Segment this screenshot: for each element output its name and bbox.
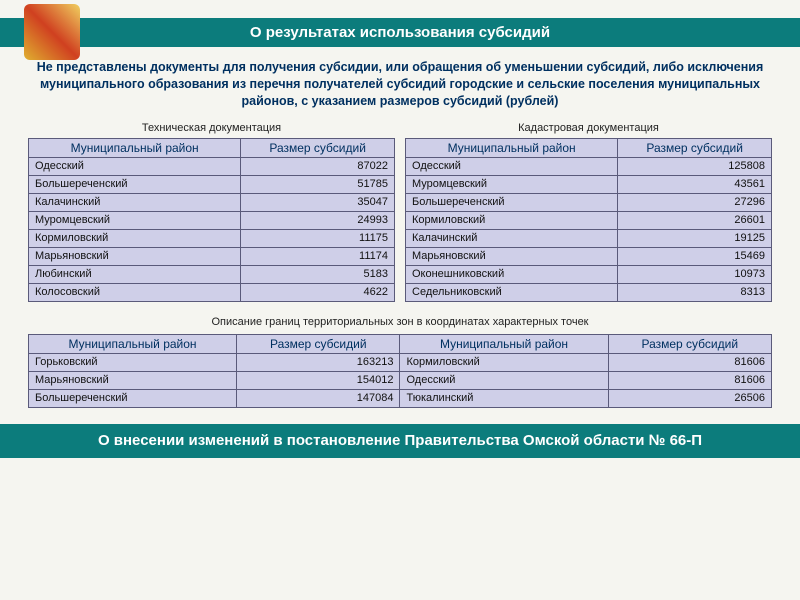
table-row: Калачинский19125 [406, 229, 772, 247]
table-row: Любинский5183 [29, 265, 395, 283]
value-cell: 87022 [241, 157, 395, 175]
district-cell: Большереченский [406, 193, 618, 211]
table-row: Горьковский163213Кормиловский81606 [29, 353, 772, 371]
value-cell: 43561 [618, 175, 772, 193]
district-cell: Муромцевский [406, 175, 618, 193]
value-cell: 8313 [618, 283, 772, 301]
table-row: Муромцевский24993 [29, 211, 395, 229]
cad-caption: Кадастровая документация [405, 120, 772, 138]
table-row: Муромцевский43561 [406, 175, 772, 193]
zones-wrap: Муниципальный район Размер субсидий Муни… [0, 334, 800, 408]
value-cell: 125808 [618, 157, 772, 175]
table-row: Одесский125808 [406, 157, 772, 175]
value-cell: 35047 [241, 193, 395, 211]
zones-table: Муниципальный район Размер субсидий Муни… [28, 334, 772, 408]
cad-column: Кадастровая документация Муниципальный р… [405, 120, 772, 302]
tech-th-district: Муниципальный район [29, 138, 241, 157]
district-cell: Марьяновский [406, 247, 618, 265]
tech-column: Техническая документация Муниципальный р… [28, 120, 395, 302]
cad-table: Муниципальный район Размер субсидий Одес… [405, 138, 772, 302]
value-cell: 11174 [241, 247, 395, 265]
value-cell: 81606 [608, 371, 771, 389]
tables-two-column: Техническая документация Муниципальный р… [0, 120, 800, 302]
footer-banner: О внесении изменений в постановление Пра… [0, 424, 800, 458]
district-cell: Одесский [406, 157, 618, 175]
description-text: Не представлены документы для получения … [0, 55, 800, 120]
zones-th-d2: Муниципальный район [400, 334, 608, 353]
district-cell: Большереченский [29, 389, 237, 407]
value-cell: 154012 [237, 371, 400, 389]
value-cell: 26506 [608, 389, 771, 407]
cad-th-district: Муниципальный район [406, 138, 618, 157]
table-row: Оконешниковский10973 [406, 265, 772, 283]
value-cell: 24993 [241, 211, 395, 229]
value-cell: 5183 [241, 265, 395, 283]
district-cell: Седельниковский [406, 283, 618, 301]
header-title: О результатах использования субсидий [250, 24, 550, 41]
tech-table: Муниципальный район Размер субсидий Одес… [28, 138, 395, 302]
district-cell: Горьковский [29, 353, 237, 371]
table-row: Марьяновский11174 [29, 247, 395, 265]
table-row: Марьяновский154012Одесский81606 [29, 371, 772, 389]
value-cell: 19125 [618, 229, 772, 247]
district-cell: Одесский [400, 371, 608, 389]
table-row: Кормиловский11175 [29, 229, 395, 247]
value-cell: 27296 [618, 193, 772, 211]
value-cell: 4622 [241, 283, 395, 301]
district-cell: Муромцевский [29, 211, 241, 229]
value-cell: 11175 [241, 229, 395, 247]
district-cell: Кормиловский [406, 211, 618, 229]
district-cell: Марьяновский [29, 247, 241, 265]
tech-th-value: Размер субсидий [241, 138, 395, 157]
zones-th-v2: Размер субсидий [608, 334, 771, 353]
table-row: Большереченский51785 [29, 175, 395, 193]
zones-th-d1: Муниципальный район [29, 334, 237, 353]
value-cell: 163213 [237, 353, 400, 371]
district-cell: Марьяновский [29, 371, 237, 389]
district-cell: Калачинский [29, 193, 241, 211]
value-cell: 51785 [241, 175, 395, 193]
value-cell: 147084 [237, 389, 400, 407]
district-cell: Одесский [29, 157, 241, 175]
table-row: Седельниковский8313 [406, 283, 772, 301]
value-cell: 10973 [618, 265, 772, 283]
value-cell: 81606 [608, 353, 771, 371]
header-banner: О результатах использования субсидий [0, 18, 800, 47]
district-cell: Колосовский [29, 283, 241, 301]
table-row: Кормиловский26601 [406, 211, 772, 229]
value-cell: 26601 [618, 211, 772, 229]
zones-caption: Описание границ территориальных зон в ко… [0, 302, 800, 334]
district-cell: Тюкалинский [400, 389, 608, 407]
footer-title: О внесении изменений в постановление Пра… [98, 432, 702, 449]
value-cell: 15469 [618, 247, 772, 265]
table-row: Большереченский147084Тюкалинский26506 [29, 389, 772, 407]
district-cell: Любинский [29, 265, 241, 283]
table-row: Колосовский4622 [29, 283, 395, 301]
cad-th-value: Размер субсидий [618, 138, 772, 157]
tech-caption: Техническая документация [28, 120, 395, 138]
table-row: Одесский87022 [29, 157, 395, 175]
district-cell: Кормиловский [400, 353, 608, 371]
district-cell: Оконешниковский [406, 265, 618, 283]
district-cell: Кормиловский [29, 229, 241, 247]
table-row: Марьяновский15469 [406, 247, 772, 265]
table-row: Большереченский27296 [406, 193, 772, 211]
district-cell: Калачинский [406, 229, 618, 247]
zones-th-v1: Размер субсидий [237, 334, 400, 353]
district-cell: Большереченский [29, 175, 241, 193]
table-row: Калачинский35047 [29, 193, 395, 211]
